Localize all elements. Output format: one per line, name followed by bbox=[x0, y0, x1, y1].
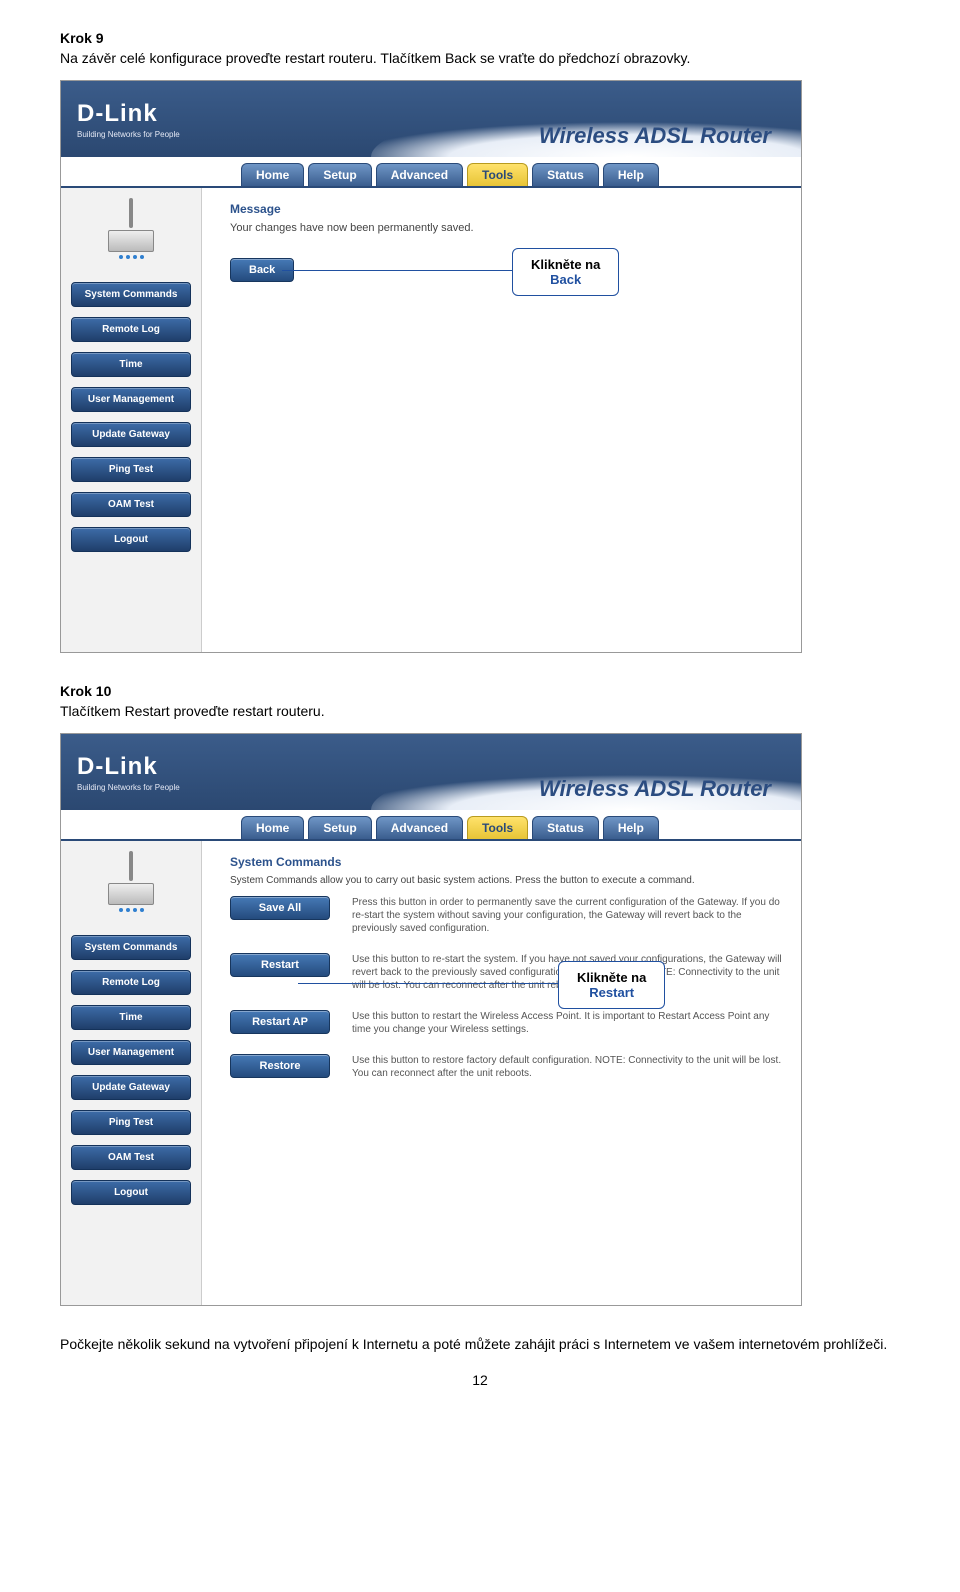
logo-2: D-Link Building Networks for People bbox=[61, 753, 180, 792]
saveall-button[interactable]: Save All bbox=[230, 896, 330, 920]
tab-tools[interactable]: Tools bbox=[467, 163, 528, 186]
device-icon-2 bbox=[108, 851, 154, 921]
closing-text: Počkejte několik sekund na vytvoření při… bbox=[60, 1336, 900, 1352]
sidebar: System Commands Remote Log Time User Man… bbox=[61, 188, 202, 652]
saveall-desc: Press this button in order to permanentl… bbox=[352, 896, 783, 935]
tab-help-2[interactable]: Help bbox=[603, 816, 659, 839]
router-header-2: D-Link Building Networks for People Wire… bbox=[61, 734, 801, 810]
sidebar-item-system-commands-2[interactable]: System Commands bbox=[71, 935, 191, 960]
syscmd-title: System Commands bbox=[230, 855, 783, 869]
step9-heading: Krok 9 bbox=[60, 30, 900, 46]
cmd-row-restartap: Restart AP Use this button to restart th… bbox=[230, 1010, 783, 1036]
tab-row-2: Home Setup Advanced Tools Status Help bbox=[61, 810, 801, 839]
content-col-2: System Commands System Commands allow yo… bbox=[202, 841, 801, 1305]
sidebar-item-ping-test[interactable]: Ping Test bbox=[71, 457, 191, 482]
restartap-desc: Use this button to restart the Wireless … bbox=[352, 1010, 783, 1036]
restore-desc: Use this button to restore factory defau… bbox=[352, 1054, 783, 1080]
sidebar-item-remote-log-2[interactable]: Remote Log bbox=[71, 970, 191, 995]
logo-subtitle-2: Building Networks for People bbox=[77, 783, 180, 792]
sidebar-item-oam-test-2[interactable]: OAM Test bbox=[71, 1145, 191, 1170]
sidebar-2: System Commands Remote Log Time User Man… bbox=[61, 841, 202, 1305]
sidebar-item-user-management[interactable]: User Management bbox=[71, 387, 191, 412]
callout-back: Klikněte na Back bbox=[512, 248, 619, 296]
message-title: Message bbox=[230, 202, 783, 216]
router-header: D-Link Building Networks for People Wire… bbox=[61, 81, 801, 157]
logo: D-Link Building Networks for People bbox=[61, 100, 180, 139]
callout-highlight: Back bbox=[531, 272, 600, 287]
sidebar-item-logout[interactable]: Logout bbox=[71, 527, 191, 552]
sidebar-item-time[interactable]: Time bbox=[71, 352, 191, 377]
tab-status[interactable]: Status bbox=[532, 163, 599, 186]
tab-advanced-2[interactable]: Advanced bbox=[376, 816, 463, 839]
router-frame-1: D-Link Building Networks for People Wire… bbox=[60, 80, 802, 653]
sidebar-item-update-gateway-2[interactable]: Update Gateway bbox=[71, 1075, 191, 1100]
callout-text: Klikněte na bbox=[531, 257, 600, 272]
cmd-row-restart: Restart Use this button to re-start the … bbox=[230, 953, 783, 992]
sidebar-item-logout-2[interactable]: Logout bbox=[71, 1180, 191, 1205]
callout-restart: Klikněte na Restart bbox=[558, 961, 665, 1009]
tab-row: Home Setup Advanced Tools Status Help bbox=[61, 157, 801, 186]
router-body-2: System Commands Remote Log Time User Man… bbox=[61, 839, 801, 1305]
callout-text-2: Klikněte na bbox=[577, 970, 646, 985]
sidebar-item-time-2[interactable]: Time bbox=[71, 1005, 191, 1030]
router-frame-2: D-Link Building Networks for People Wire… bbox=[60, 733, 802, 1306]
content-col-1: Message Your changes have now been perma… bbox=[202, 188, 801, 652]
step10-text: Tlačítkem Restart proveďte restart route… bbox=[60, 703, 900, 719]
cmd-row-saveall: Save All Press this button in order to p… bbox=[230, 896, 783, 935]
step10-heading: Krok 10 bbox=[60, 683, 900, 699]
banner-title: Wireless ADSL Router bbox=[539, 123, 771, 149]
restore-button[interactable]: Restore bbox=[230, 1054, 330, 1078]
tab-setup-2[interactable]: Setup bbox=[308, 816, 371, 839]
tab-home-2[interactable]: Home bbox=[241, 816, 304, 839]
tab-advanced[interactable]: Advanced bbox=[376, 163, 463, 186]
router-body: System Commands Remote Log Time User Man… bbox=[61, 186, 801, 652]
page-number: 12 bbox=[60, 1372, 900, 1388]
device-icon bbox=[108, 198, 154, 268]
logo-subtitle: Building Networks for People bbox=[77, 130, 180, 139]
step9-text: Na závěr celé konfigurace proveďte resta… bbox=[60, 50, 900, 66]
restartap-button[interactable]: Restart AP bbox=[230, 1010, 330, 1034]
cmd-row-restore: Restore Use this button to restore facto… bbox=[230, 1054, 783, 1080]
tab-setup[interactable]: Setup bbox=[308, 163, 371, 186]
sidebar-item-user-management-2[interactable]: User Management bbox=[71, 1040, 191, 1065]
logo-text: D-Link bbox=[77, 100, 180, 128]
sidebar-item-ping-test-2[interactable]: Ping Test bbox=[71, 1110, 191, 1135]
tab-home[interactable]: Home bbox=[241, 163, 304, 186]
callout-line-1 bbox=[282, 270, 512, 272]
callout-highlight-2: Restart bbox=[577, 985, 646, 1000]
message-text: Your changes have now been permanently s… bbox=[230, 222, 783, 234]
sidebar-item-update-gateway[interactable]: Update Gateway bbox=[71, 422, 191, 447]
tab-tools-2[interactable]: Tools bbox=[467, 816, 528, 839]
sidebar-item-remote-log[interactable]: Remote Log bbox=[71, 317, 191, 342]
logo-text-2: D-Link bbox=[77, 753, 180, 781]
sidebar-item-oam-test[interactable]: OAM Test bbox=[71, 492, 191, 517]
tab-help[interactable]: Help bbox=[603, 163, 659, 186]
sidebar-item-system-commands[interactable]: System Commands bbox=[71, 282, 191, 307]
syscmd-subtitle: System Commands allow you to carry out b… bbox=[230, 875, 783, 886]
callout-line-2 bbox=[298, 983, 558, 985]
restart-button[interactable]: Restart bbox=[230, 953, 330, 977]
tab-status-2[interactable]: Status bbox=[532, 816, 599, 839]
banner-title-2: Wireless ADSL Router bbox=[539, 776, 771, 802]
